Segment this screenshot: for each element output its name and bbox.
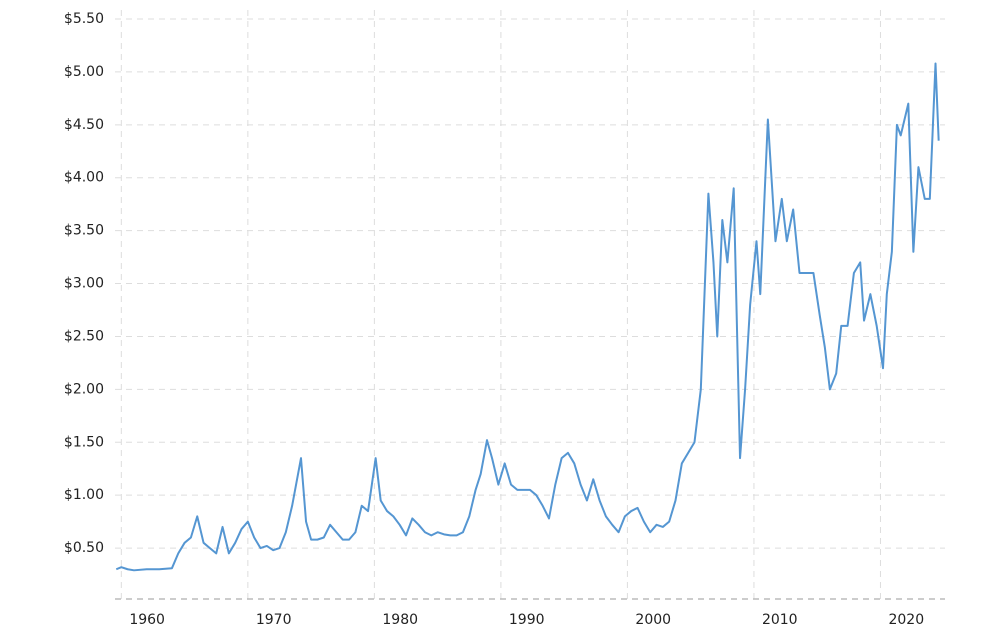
- y-tick-label: $4.50: [64, 117, 104, 133]
- x-tick-label: 2000: [635, 612, 671, 628]
- y-tick-label: $2.00: [64, 381, 104, 397]
- y-tick-label: $5.50: [64, 11, 104, 27]
- x-tick-label: 1990: [509, 612, 545, 628]
- y-tick-label: $3.00: [64, 276, 104, 292]
- y-tick-label: $1.00: [64, 487, 104, 503]
- y-tick-label: $5.00: [64, 64, 104, 80]
- x-tick-label: 1980: [382, 612, 418, 628]
- x-tick-label: 1970: [256, 612, 292, 628]
- y-tick-label: $0.50: [64, 540, 104, 556]
- x-tick-label: 2020: [888, 612, 924, 628]
- y-tick-label: $1.50: [64, 434, 104, 450]
- y-tick-label: $4.00: [64, 170, 104, 186]
- x-tick-label: 2010: [762, 612, 798, 628]
- x-tick-label: 1960: [129, 612, 165, 628]
- y-tick-label: $3.50: [64, 223, 104, 239]
- price-line: [115, 62, 940, 572]
- y-tick-label: $2.50: [64, 328, 104, 344]
